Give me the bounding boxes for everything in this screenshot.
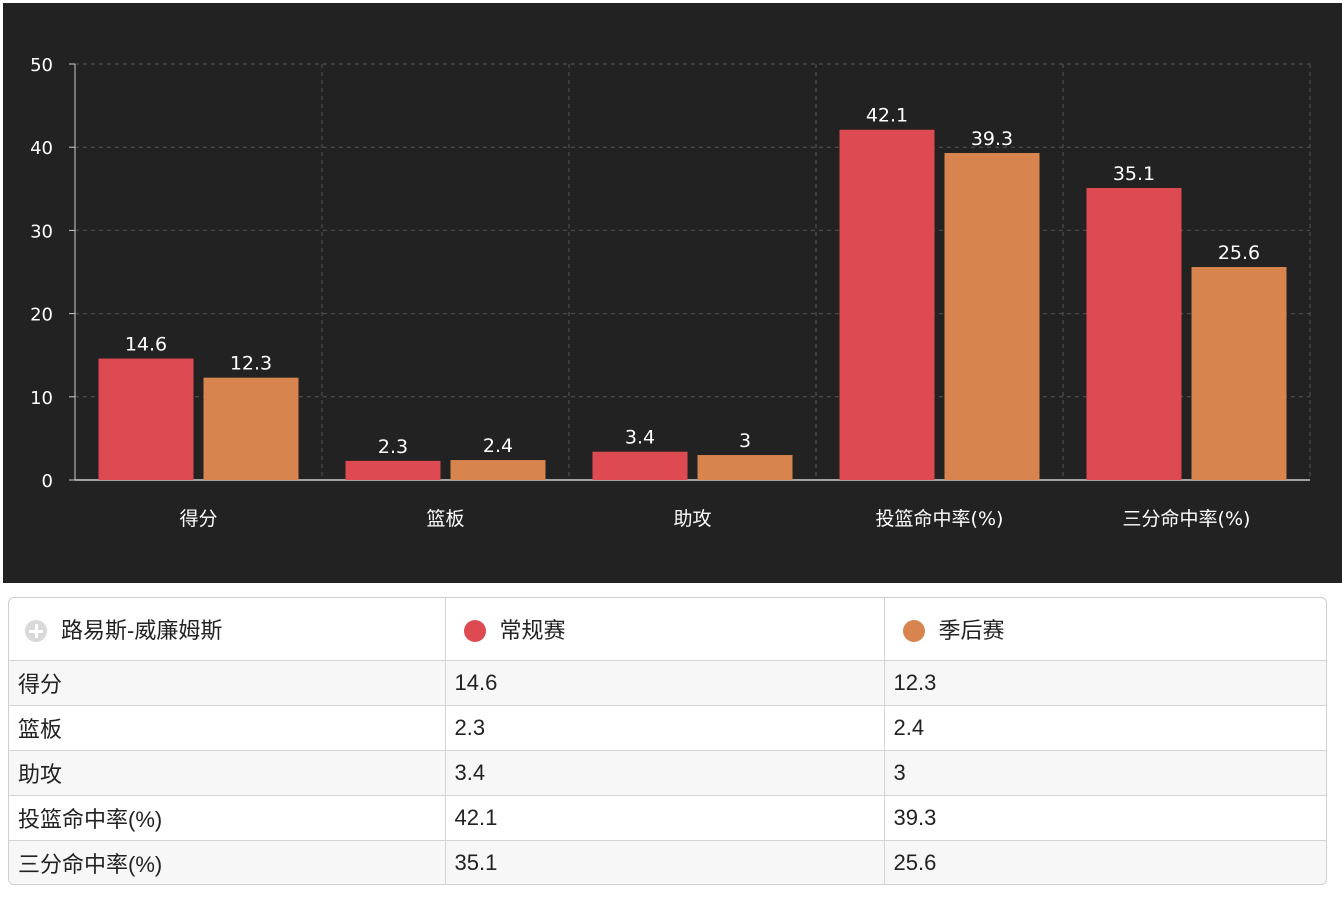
stats-table: 路易斯-威廉姆斯 常规赛 季后赛 得分 14.6 12.3 篮板 2.3 2.4: [9, 598, 1326, 884]
bar-playoff[interactable]: [450, 460, 546, 480]
bar-value-label: 12.3: [230, 353, 272, 375]
y-tick-label: 40: [30, 138, 53, 159]
regular-season-legend-dot-icon: [463, 620, 486, 642]
playoff-value-cell: 3: [884, 750, 1326, 796]
regular-value-cell: 35.1: [445, 840, 885, 884]
stat-name-cell: 投篮命中率(%): [9, 795, 446, 841]
playoff-legend-dot-icon: [902, 620, 925, 642]
bars: [98, 129, 1287, 481]
playoff-value-cell: 12.3: [884, 660, 1326, 706]
y-tick-label: 50: [30, 55, 53, 76]
table-header-row: 路易斯-威廉姆斯 常规赛 季后赛: [9, 598, 1326, 661]
expand-plus-icon[interactable]: [25, 620, 47, 642]
y-tick-label: 30: [30, 221, 53, 242]
x-category-label: 得分: [179, 508, 217, 530]
playoff-value-cell: 25.6: [884, 840, 1326, 884]
bar-playoff[interactable]: [697, 455, 793, 480]
y-tick-label: 0: [42, 471, 53, 492]
x-category-label: 投篮命中率(%): [876, 508, 1004, 530]
bar-value-label: 3: [739, 430, 751, 452]
table-row: 三分命中率(%) 35.1 25.6: [9, 840, 1326, 884]
stats-table-container: 路易斯-威廉姆斯 常规赛 季后赛 得分 14.6 12.3 篮板 2.3 2.4: [8, 597, 1327, 885]
playoff-value-cell: 2.4: [884, 705, 1326, 751]
table-row: 得分 14.6 12.3: [9, 660, 1326, 706]
bar-value-label: 2.4: [483, 435, 513, 457]
y-tick-label: 10: [30, 388, 53, 409]
table-row: 投篮命中率(%) 42.1 39.3: [9, 795, 1326, 841]
chart-panel: 0 10 20 30 40 50 得分 篮板 助攻 投篮命中率(%) 三分命中率(%) 14.6 12…: [3, 3, 1342, 583]
regular-value-cell: 2.3: [445, 705, 885, 751]
bar-value-label: 35.1: [1113, 163, 1155, 185]
player-name: 路易斯-威廉姆斯: [61, 618, 223, 643]
table-row: 助攻 3.4 3: [9, 750, 1326, 796]
bar-value-label: 39.3: [971, 128, 1013, 150]
table-row: 篮板 2.3 2.4: [9, 705, 1326, 751]
bar-regular[interactable]: [98, 358, 194, 480]
regular-season-label: 常规赛: [499, 618, 566, 643]
stat-name-cell: 得分: [9, 660, 446, 706]
bar-regular[interactable]: [1086, 187, 1182, 480]
bar-value-label: 25.6: [1218, 242, 1260, 264]
y-tick-label: 20: [30, 305, 53, 326]
player-header[interactable]: 路易斯-威廉姆斯: [9, 598, 446, 661]
playoff-value-cell: 39.3: [884, 795, 1326, 841]
stat-name-cell: 篮板: [9, 705, 446, 751]
regular-value-cell: 14.6: [445, 660, 885, 706]
value-labels: 14.6 12.3 2.3 2.4 3.4 3 42.1 39.3 35.1 25.6: [125, 105, 1260, 458]
x-category-label: 篮板: [426, 508, 464, 530]
bar-chart: 0 10 20 30 40 50 得分 篮板 助攻 投篮命中率(%) 三分命中率(%) 14.6 12…: [30, 55, 1311, 530]
bar-regular[interactable]: [592, 451, 688, 480]
stat-name-cell: 助攻: [9, 750, 446, 796]
bar-value-label: 3.4: [625, 427, 655, 449]
x-category-label: 助攻: [673, 508, 711, 530]
regular-season-header[interactable]: 常规赛: [445, 598, 885, 661]
playoff-label: 季后赛: [938, 618, 1005, 643]
bar-value-label: 14.6: [125, 334, 167, 356]
bar-value-label: 2.3: [378, 436, 408, 458]
bar-regular[interactable]: [345, 460, 441, 480]
regular-value-cell: 3.4: [445, 750, 885, 796]
bar-regular[interactable]: [839, 129, 935, 480]
regular-value-cell: 42.1: [445, 795, 885, 841]
x-category-label: 三分命中率(%): [1123, 508, 1251, 530]
grid-lines: [75, 63, 1311, 480]
stat-name-cell: 三分命中率(%): [9, 840, 446, 884]
playoff-header[interactable]: 季后赛: [884, 598, 1326, 661]
bar-playoff[interactable]: [203, 377, 299, 480]
bar-playoff[interactable]: [1191, 267, 1287, 480]
bar-playoff[interactable]: [944, 153, 1040, 481]
bar-value-label: 42.1: [866, 105, 908, 127]
